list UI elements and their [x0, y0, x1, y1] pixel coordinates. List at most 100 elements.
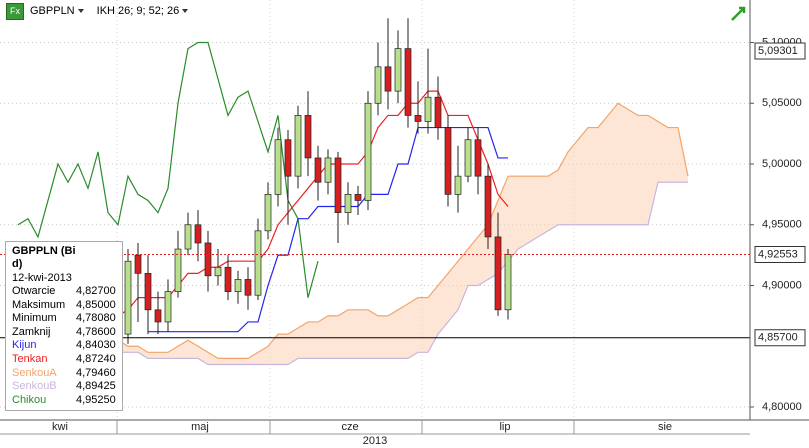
candle-body — [214, 266, 222, 277]
candle-body — [384, 66, 392, 92]
info-label: Maksimum — [12, 298, 66, 311]
candle-body — [454, 175, 462, 195]
indicator-line — [117, 90, 509, 317]
indicator-line — [118, 181, 688, 366]
candle-body — [184, 224, 192, 250]
info-label: Chikou — [12, 393, 47, 406]
info-label: Tenkan — [12, 352, 48, 365]
candle-body — [134, 254, 142, 274]
candle-body — [224, 266, 232, 292]
price-label: 5,09301 — [758, 45, 798, 57]
candle-body — [504, 254, 512, 311]
candle-body — [494, 236, 502, 311]
month-label: cze — [341, 421, 358, 433]
price-marker — [754, 42, 806, 60]
candle-body — [324, 157, 332, 183]
cloud — [118, 103, 688, 365]
candle-body — [194, 224, 202, 244]
info-row: Zamknij 4,78600 — [12, 326, 118, 340]
y-tick-label: 4,95000 — [762, 219, 802, 231]
info-date: 12-kwi-2013 — [12, 272, 72, 284]
info-label: Minimum — [12, 312, 57, 325]
info-box: GBPPLN (Bid) 12-kwi-2013 Otwarcie 4,82700… — [5, 241, 123, 412]
info-value: 4,85000 — [76, 298, 116, 311]
info-label: SenkouA — [12, 366, 57, 379]
candle-body — [264, 194, 272, 232]
candle-body — [254, 230, 262, 296]
info-value: 4,87240 — [76, 352, 116, 365]
trend-icon — [731, 6, 746, 21]
candle-body — [274, 139, 282, 195]
price-axis — [750, 0, 809, 420]
info-value: 4,82700 — [76, 285, 116, 297]
info-value: 4,89425 — [76, 380, 116, 393]
candle-body — [204, 242, 212, 277]
info-row: Minimum 4,78080 — [12, 312, 118, 326]
candle-body — [474, 139, 482, 177]
info-value: 4,95250 — [76, 393, 116, 406]
info-row: Chikou 4,95250 — [12, 394, 118, 408]
month-label: maj — [191, 421, 209, 433]
y-tick-label: 5,05000 — [762, 97, 802, 109]
candle-body — [144, 273, 152, 311]
candle-body — [484, 175, 492, 238]
price-marker — [754, 329, 806, 347]
dropdown-arrow[interactable] — [179, 6, 191, 16]
candle-body — [154, 309, 162, 323]
candle-body — [364, 102, 372, 201]
candle-body — [284, 139, 292, 177]
info-value: 4,79460 — [76, 366, 116, 379]
candle-body — [344, 194, 352, 213]
candle-body — [444, 127, 452, 195]
info-title: GBPPLN (Bid) — [12, 245, 76, 270]
month-label: kwi — [52, 421, 68, 433]
month-label: sie — [658, 421, 672, 433]
toolbar: Fx GBPPLN IKH 26; 9; 52; 26 — [0, 0, 191, 22]
fx-icon[interactable]: Fx — [6, 2, 24, 20]
candle-body — [424, 96, 432, 122]
info-row: SenkouB 4,89425 — [12, 380, 118, 394]
candle-body — [174, 248, 182, 292]
info-value: 4,78080 — [76, 312, 116, 325]
indicator-line — [117, 102, 689, 360]
indicator-line — [17, 41, 319, 298]
candle-body — [334, 157, 342, 213]
year-label: 2013 — [363, 435, 387, 447]
info-value: 4,84030 — [76, 339, 116, 352]
candle-body — [464, 139, 472, 177]
candle-body — [394, 48, 402, 92]
month-label: lip — [499, 421, 510, 433]
info-value: 4,78600 — [76, 325, 116, 338]
info-row: SenkouA 4,79460 — [12, 367, 118, 381]
candle-body — [314, 157, 322, 183]
price-label: 4,92553 — [758, 248, 798, 260]
candle-body — [124, 260, 132, 335]
indicator-selector[interactable]: IKH 26; 9; 52; 26 — [96, 5, 180, 17]
info-label: Otwarcie — [12, 285, 56, 297]
candle-body — [374, 66, 382, 104]
price-label: 4,85700 — [758, 332, 798, 344]
candle-body — [294, 115, 302, 177]
candle-body — [414, 115, 422, 122]
info-row: Tenkan 4,87240 — [12, 353, 118, 367]
candle-body — [164, 291, 172, 323]
candle-body — [304, 115, 312, 159]
y-tick-label: 5,00000 — [762, 158, 802, 170]
info-label: Zamknij — [12, 325, 51, 338]
candle-body — [404, 48, 412, 116]
price-marker — [754, 245, 806, 263]
y-tick-label: 4,90000 — [762, 279, 802, 291]
candle-body — [354, 194, 362, 201]
symbol-selector[interactable]: GBPPLN — [30, 5, 75, 17]
info-row: Otwarcie 4,82700 — [12, 285, 118, 299]
info-label: SenkouB — [12, 380, 57, 393]
y-tick-label: 4,80000 — [762, 401, 802, 413]
dropdown-arrow[interactable] — [75, 6, 87, 16]
candle-body — [434, 96, 442, 128]
candle-body — [234, 279, 242, 292]
info-row: Maksimum 4,85000 — [12, 299, 118, 313]
info-row: Kijun 4,84030 — [12, 339, 118, 353]
info-label: Kijun — [12, 339, 37, 352]
